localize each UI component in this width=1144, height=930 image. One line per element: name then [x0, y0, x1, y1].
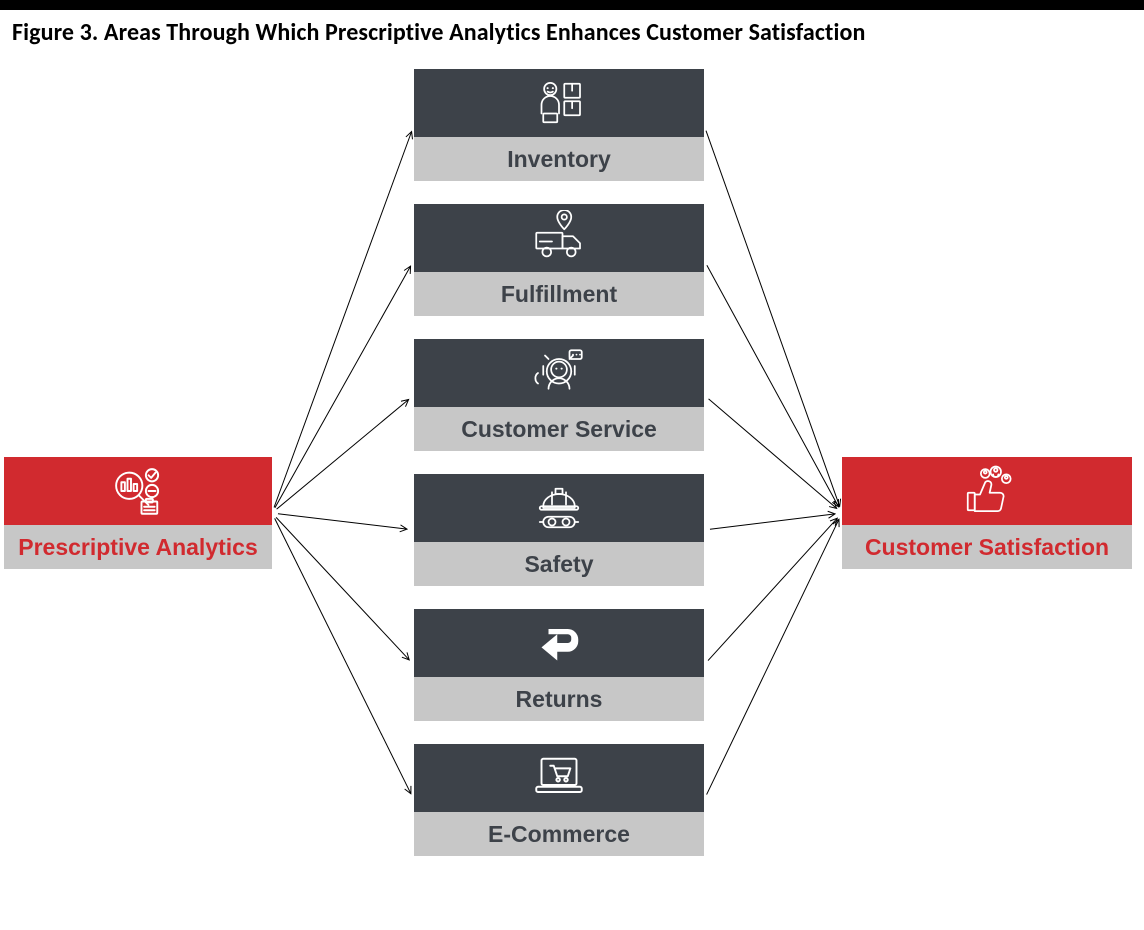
diagram-canvas: Prescriptive Analytics Inventory: [0, 53, 1144, 923]
customer-service-icon-bar: [414, 339, 704, 407]
source-icon-bar: [4, 457, 272, 525]
target-icon-bar: [842, 457, 1132, 525]
target-label: Customer Satisfaction: [842, 525, 1132, 569]
inventory-icon-bar: [414, 69, 704, 137]
thumbs-up-people-icon: [959, 463, 1015, 519]
source-label: Prescriptive Analytics: [4, 525, 272, 569]
figure-title: Figure 3. Areas Through Which Prescripti…: [0, 10, 1144, 53]
return-arrow-icon: [531, 615, 587, 671]
top-black-bar: [0, 0, 1144, 10]
source-node: Prescriptive Analytics: [4, 457, 272, 569]
target-node: Customer Satisfaction: [842, 457, 1132, 569]
returns-label: Returns: [414, 677, 704, 721]
middle-node-inventory: Inventory: [414, 69, 704, 181]
fulfillment-icon-bar: [414, 204, 704, 272]
ecommerce-label: E-Commerce: [414, 812, 704, 856]
laptop-cart-icon: [531, 750, 587, 806]
ecommerce-icon-bar: [414, 744, 704, 812]
returns-icon-bar: [414, 609, 704, 677]
middle-node-fulfillment: Fulfillment: [414, 204, 704, 316]
safety-label: Safety: [414, 542, 704, 586]
analytics-magnifier-clipboard-icon: [110, 463, 166, 519]
fulfillment-label: Fulfillment: [414, 272, 704, 316]
support-agent-chat-icon: [531, 345, 587, 401]
middle-node-returns: Returns: [414, 609, 704, 721]
customer-service-label: Customer Service: [414, 407, 704, 451]
inventory-worker-boxes-icon: [531, 75, 587, 131]
hardhat-goggles-icon: [531, 480, 587, 536]
middle-node-ecommerce: E-Commerce: [414, 744, 704, 856]
delivery-truck-location-icon: [531, 210, 587, 266]
middle-node-safety: Safety: [414, 474, 704, 586]
middle-node-customer-service: Customer Service: [414, 339, 704, 451]
inventory-label: Inventory: [414, 137, 704, 181]
safety-icon-bar: [414, 474, 704, 542]
